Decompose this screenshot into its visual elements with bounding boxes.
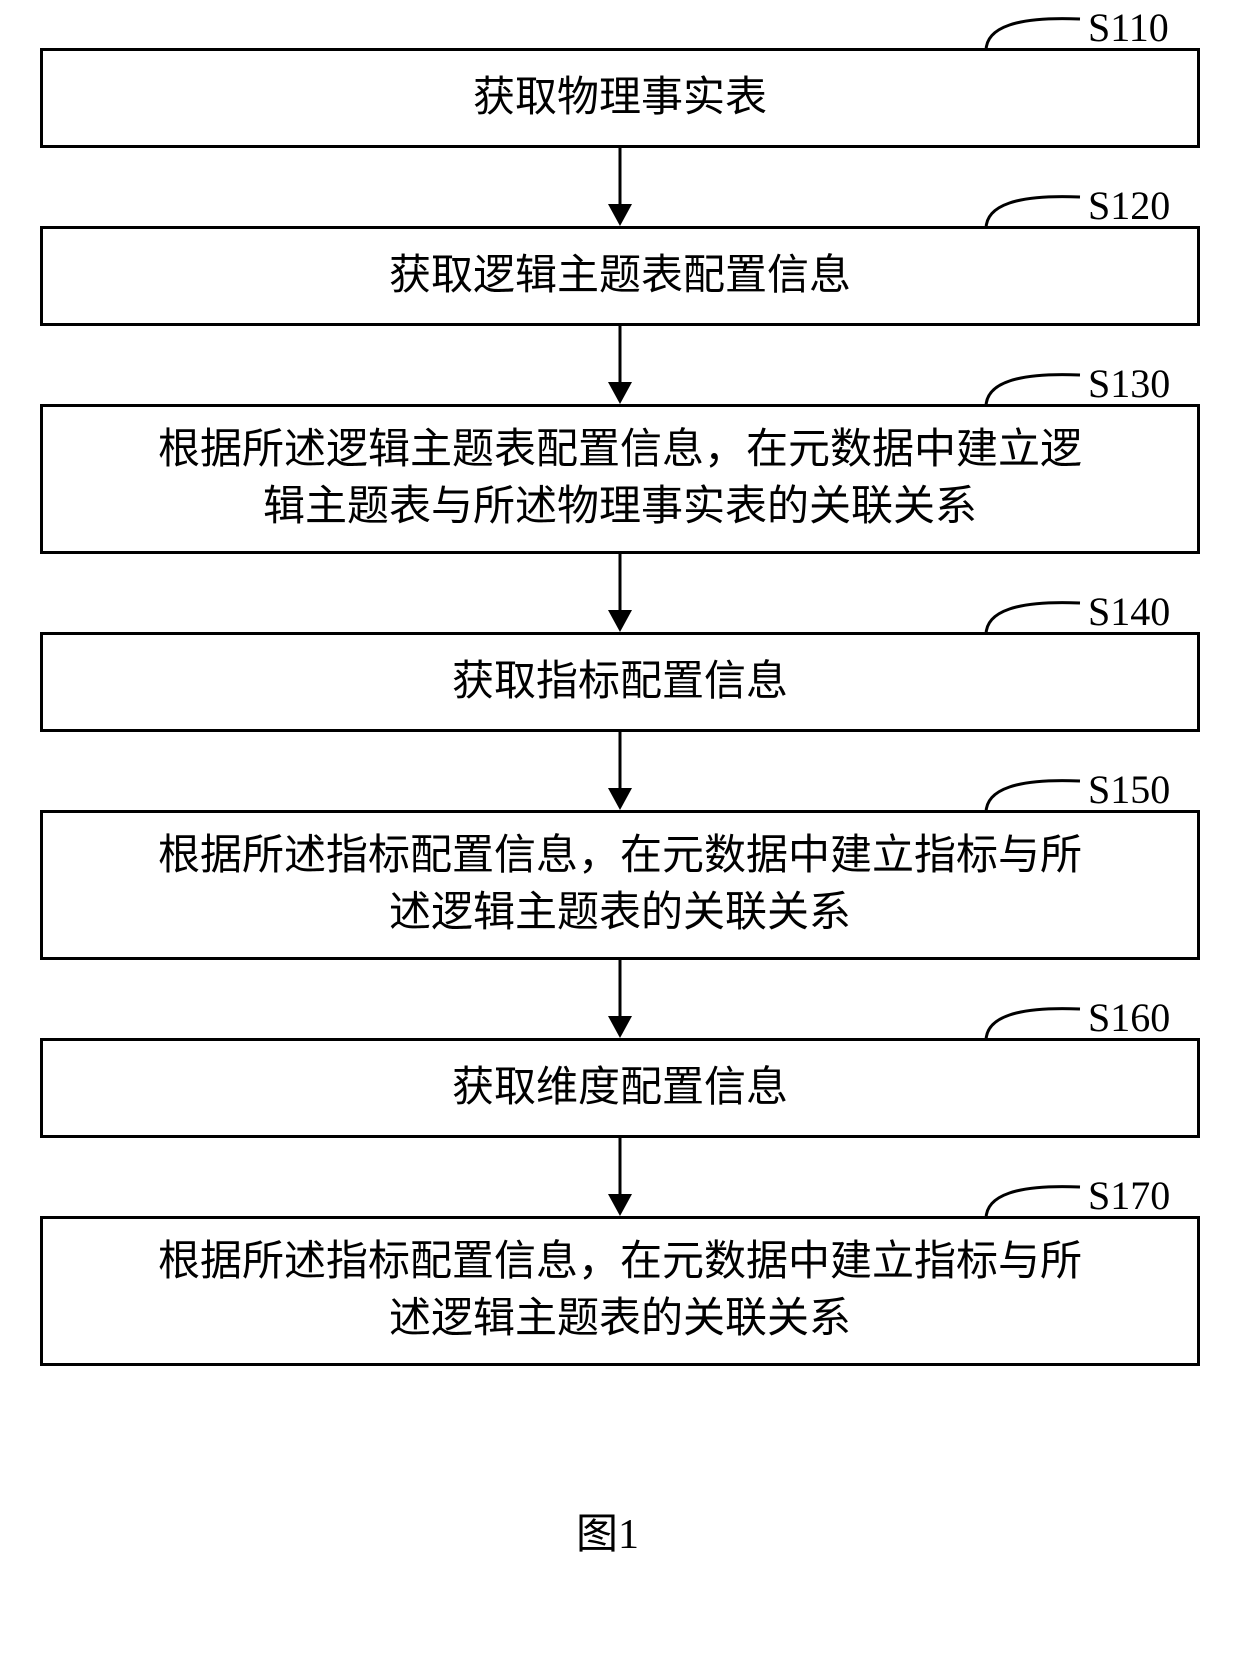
label-connector-S110 (980, 9, 1080, 51)
label-connector-S160 (980, 999, 1080, 1041)
flow-arrow-S140-to-S150 (600, 732, 640, 810)
flow-arrow-S160-to-S170 (600, 1138, 640, 1216)
flow-arrow-S150-to-S160 (600, 960, 640, 1038)
flow-step-S160: 获取维度配置信息 (40, 1038, 1200, 1138)
flow-step-S130: 根据所述逻辑主题表配置信息，在元数据中建立逻辑主题表与所述物理事实表的关联关系 (40, 404, 1200, 554)
flow-step-S140: 获取指标配置信息 (40, 632, 1200, 732)
flow-arrow-S120-to-S130 (600, 326, 640, 404)
flow-step-label-S130: S130 (1088, 360, 1170, 407)
flow-step-text: 根据所述指标配置信息，在元数据中建立指标与所述逻辑主题表的关联关系 (158, 1234, 1082, 1347)
flow-step-text: 获取指标配置信息 (452, 654, 788, 711)
flow-step-text: 根据所述指标配置信息，在元数据中建立指标与所述逻辑主题表的关联关系 (158, 828, 1082, 941)
flow-step-label-S150: S150 (1088, 766, 1170, 813)
label-connector-S150 (980, 771, 1080, 813)
flow-step-label-S160: S160 (1088, 994, 1170, 1041)
flowchart-canvas: 获取物理事实表 S110 获取逻辑主题表配置信息 S120 根据所述逻辑主题表配置信息，… (0, 0, 1240, 1662)
flow-step-label-S120: S120 (1088, 182, 1170, 229)
flow-arrow-S130-to-S140 (600, 554, 640, 632)
figure-label: 图1 (576, 1500, 639, 1561)
flow-step-label-S140: S140 (1088, 588, 1170, 635)
flow-step-S110: 获取物理事实表 (40, 48, 1200, 148)
flow-step-label-S170: S170 (1088, 1172, 1170, 1219)
flow-step-text: 获取物理事实表 (473, 70, 767, 127)
flow-step-S170: 根据所述指标配置信息，在元数据中建立指标与所述逻辑主题表的关联关系 (40, 1216, 1200, 1366)
flow-step-text: 获取维度配置信息 (452, 1060, 788, 1117)
flow-step-S150: 根据所述指标配置信息，在元数据中建立指标与所述逻辑主题表的关联关系 (40, 810, 1200, 960)
flow-arrow-S110-to-S120 (600, 148, 640, 226)
label-connector-S120 (980, 187, 1080, 229)
label-connector-S170 (980, 1177, 1080, 1219)
flow-step-text: 根据所述逻辑主题表配置信息，在元数据中建立逻辑主题表与所述物理事实表的关联关系 (158, 422, 1082, 535)
flow-step-S120: 获取逻辑主题表配置信息 (40, 226, 1200, 326)
label-connector-S130 (980, 365, 1080, 407)
flow-step-text: 获取逻辑主题表配置信息 (389, 248, 851, 305)
label-connector-S140 (980, 593, 1080, 635)
flow-step-label-S110: S110 (1088, 4, 1169, 51)
